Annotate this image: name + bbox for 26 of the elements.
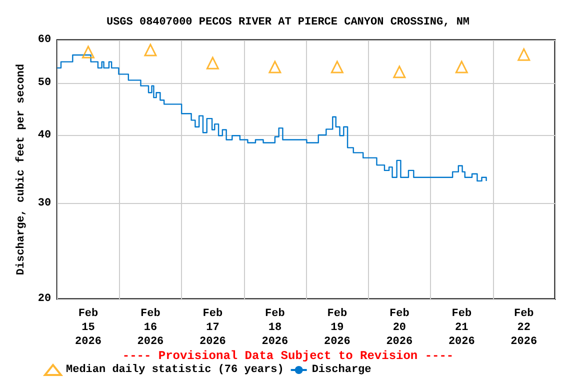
x-tick-label: Feb 21 2026 [448, 308, 475, 348]
y-axis-title: Discharge, cubic feet per second [14, 64, 28, 276]
point [268, 60, 282, 74]
y-tick-label: 30 [38, 197, 52, 210]
y-tick-label: 60 [38, 34, 52, 46]
x-tick-label: Feb 22 2026 [510, 308, 538, 348]
y-tick-label: 40 [38, 130, 52, 142]
text: ---- Provisional Data Subject to Revision ---- [122, 349, 454, 363]
chart-title: USGS 08407000 PECOS RIVER AT PIERCE CANYON CROSSING, NM [106, 16, 470, 28]
point [330, 60, 344, 74]
point [518, 48, 530, 61]
point [206, 56, 219, 70]
legend-label: Median daily statistic (76 years) [66, 364, 284, 376]
point [455, 60, 468, 74]
x-tick-label: Feb 17 2026 [199, 308, 226, 348]
point [393, 66, 406, 78]
x-tick-label: Feb 19 2026 [324, 308, 350, 348]
x-tick-label: Feb 18 2026 [262, 308, 288, 348]
point [144, 44, 157, 56]
x-tick-label: Feb 20 2026 [386, 308, 413, 348]
x-tick-label: Feb 16 2026 [137, 308, 164, 348]
x-tick-label: Feb 15 2026 [75, 308, 102, 348]
point [82, 46, 94, 58]
legend-label: Discharge [312, 364, 372, 376]
y-tick-label: 50 [38, 76, 52, 89]
y-tick-label: 20 [38, 293, 52, 305]
